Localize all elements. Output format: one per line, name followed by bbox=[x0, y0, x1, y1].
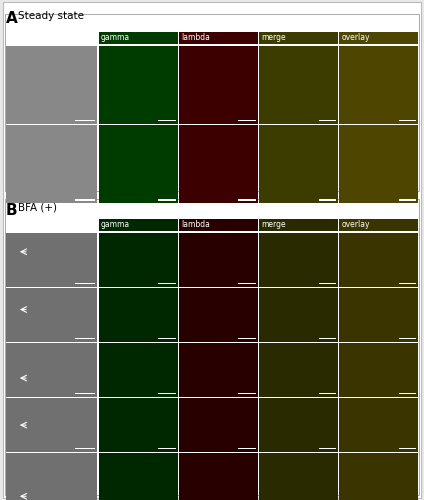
Bar bbox=[158, 338, 176, 339]
Bar bbox=[259, 219, 338, 231]
Bar bbox=[399, 282, 416, 284]
Bar bbox=[6, 398, 98, 452]
Bar bbox=[318, 199, 336, 200]
Text: merge: merge bbox=[261, 33, 286, 42]
Text: Steady state: Steady state bbox=[18, 11, 84, 21]
Bar bbox=[75, 120, 95, 121]
Bar bbox=[99, 288, 178, 342]
Bar bbox=[399, 393, 416, 394]
Bar bbox=[339, 219, 418, 231]
Text: overlay: overlay bbox=[341, 220, 370, 229]
Bar bbox=[6, 343, 98, 397]
Bar bbox=[99, 32, 178, 44]
Bar bbox=[75, 199, 95, 200]
Bar bbox=[399, 338, 416, 339]
Bar bbox=[238, 338, 256, 339]
Bar bbox=[339, 288, 418, 342]
Bar bbox=[399, 448, 416, 450]
Bar bbox=[75, 338, 95, 339]
Bar bbox=[6, 125, 98, 203]
Bar bbox=[318, 120, 336, 121]
Bar bbox=[5, 199, 419, 495]
Bar bbox=[158, 393, 176, 394]
Bar bbox=[75, 393, 95, 394]
Bar bbox=[99, 125, 178, 203]
Bar bbox=[238, 120, 256, 121]
Bar bbox=[339, 46, 418, 124]
Bar bbox=[179, 343, 258, 397]
Bar bbox=[238, 199, 256, 200]
Bar bbox=[99, 343, 178, 397]
Bar bbox=[179, 46, 258, 124]
Bar bbox=[318, 393, 336, 394]
Bar bbox=[179, 288, 258, 342]
Text: lambda: lambda bbox=[181, 33, 210, 42]
Bar bbox=[259, 454, 338, 500]
Bar bbox=[158, 448, 176, 450]
Bar bbox=[75, 282, 95, 284]
Bar bbox=[179, 125, 258, 203]
Bar bbox=[99, 454, 178, 500]
Bar bbox=[179, 219, 258, 231]
Bar bbox=[259, 125, 338, 203]
Text: lambda: lambda bbox=[181, 220, 210, 229]
Text: gamma: gamma bbox=[101, 220, 130, 229]
Bar bbox=[179, 398, 258, 452]
Bar bbox=[318, 338, 336, 339]
Bar bbox=[399, 199, 416, 200]
Bar bbox=[6, 233, 98, 286]
Text: merge: merge bbox=[261, 220, 286, 229]
Text: gamma: gamma bbox=[101, 33, 130, 42]
Bar bbox=[399, 120, 416, 121]
Bar bbox=[179, 32, 258, 44]
Bar bbox=[339, 233, 418, 286]
Bar bbox=[259, 32, 338, 44]
FancyBboxPatch shape bbox=[3, 2, 421, 498]
Bar bbox=[179, 233, 258, 286]
Bar bbox=[6, 454, 98, 500]
Bar bbox=[6, 288, 98, 342]
Bar bbox=[339, 343, 418, 397]
Bar bbox=[238, 448, 256, 450]
Bar bbox=[259, 46, 338, 124]
Bar bbox=[259, 288, 338, 342]
Bar bbox=[99, 46, 178, 124]
Bar bbox=[99, 398, 178, 452]
Bar bbox=[99, 233, 178, 286]
Text: A: A bbox=[6, 11, 18, 26]
Bar bbox=[238, 282, 256, 284]
Bar bbox=[158, 120, 176, 121]
Bar bbox=[339, 32, 418, 44]
Bar bbox=[6, 46, 98, 124]
Bar bbox=[339, 398, 418, 452]
Text: overlay: overlay bbox=[341, 33, 370, 42]
Bar bbox=[99, 219, 178, 231]
Text: B: B bbox=[6, 203, 18, 218]
Bar bbox=[259, 343, 338, 397]
Bar bbox=[158, 282, 176, 284]
Bar bbox=[318, 282, 336, 284]
Text: BFA (+): BFA (+) bbox=[18, 203, 57, 213]
Bar bbox=[238, 393, 256, 394]
Bar bbox=[158, 199, 176, 200]
Bar bbox=[339, 125, 418, 203]
Bar bbox=[259, 233, 338, 286]
Bar bbox=[339, 454, 418, 500]
Bar bbox=[179, 454, 258, 500]
Bar bbox=[259, 398, 338, 452]
Bar bbox=[75, 448, 95, 450]
Bar bbox=[318, 448, 336, 450]
Bar bbox=[5, 14, 419, 191]
